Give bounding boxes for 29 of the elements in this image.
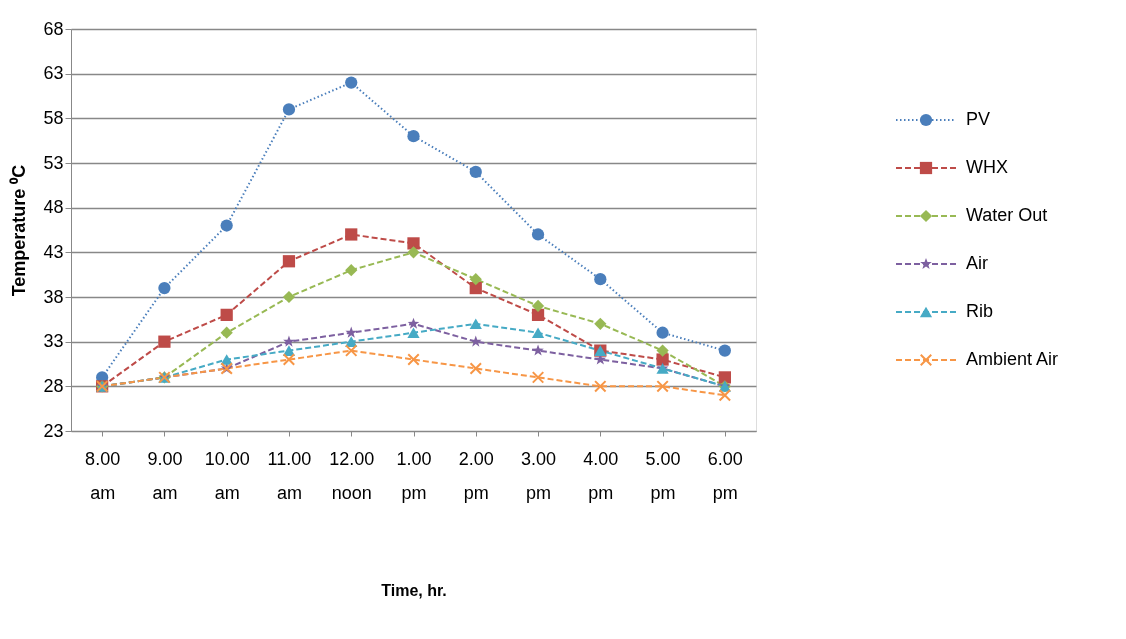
- y-tick-label: 68: [43, 18, 64, 39]
- x-tick-label: 6.00 pm: [707, 448, 743, 503]
- x-tick-label: 2.00 pm: [458, 448, 494, 503]
- y-tick-label: 23: [43, 420, 64, 441]
- x-tick-label: 8.00 am: [85, 448, 121, 503]
- x-tick-label: 1.00 pm: [396, 448, 432, 503]
- y-tick-label: 33: [43, 331, 64, 352]
- y-tick-label: 38: [43, 286, 64, 307]
- legend-label: PV: [966, 109, 991, 129]
- legend-label: Ambient Air: [966, 349, 1059, 369]
- legend-label: Air: [966, 253, 988, 273]
- x-tick-label: 5.00 pm: [645, 448, 681, 503]
- y-axis-title: Temperature ⁰C: [9, 164, 30, 297]
- y-tick-label: 63: [43, 63, 64, 84]
- x-axis-title: Time, hr.: [381, 581, 447, 599]
- y-tick-label: 48: [43, 197, 64, 218]
- legend-label: WHX: [966, 157, 1008, 177]
- legend-label: Rib: [966, 301, 994, 321]
- y-tick-label: 58: [43, 107, 64, 128]
- x-tick-label: 3.00 pm: [521, 448, 557, 503]
- x-tick-label: 9.00 am: [147, 448, 183, 503]
- y-tick-label: 43: [43, 241, 64, 262]
- legend-label: Water Out: [966, 205, 1048, 225]
- y-tick-label: 28: [43, 375, 64, 396]
- x-tick-label: 12.00 noon: [329, 448, 375, 503]
- x-tick-label: 11.00 am: [267, 448, 312, 503]
- x-tick-label: 4.00 pm: [583, 448, 619, 503]
- x-tick-label: 10.00 am: [204, 448, 250, 503]
- y-tick-label: 53: [43, 152, 64, 173]
